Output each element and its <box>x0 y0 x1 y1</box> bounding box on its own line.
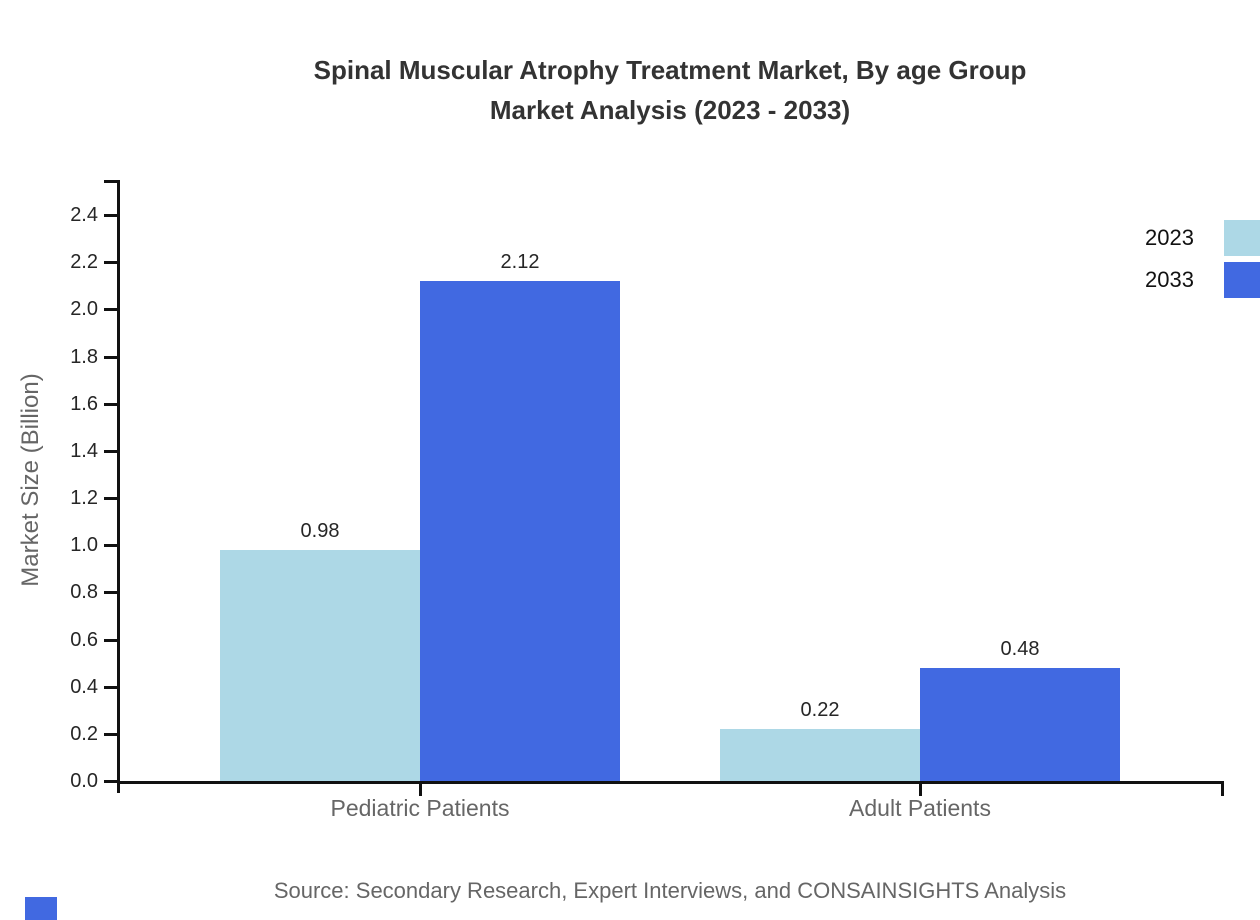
y-tick-mark <box>104 356 118 359</box>
bar <box>220 550 420 781</box>
y-tick-mark <box>104 450 118 453</box>
chart-title-line1: Spinal Muscular Atrophy Treatment Market… <box>313 55 1027 85</box>
legend-swatch <box>1224 262 1260 298</box>
legend-swatch <box>1224 220 1260 256</box>
y-tick-mark <box>104 639 118 642</box>
bar-value-label: 0.98 <box>300 520 340 542</box>
legend-row: 2033 <box>1145 262 1260 298</box>
legend-label: 2023 <box>1145 225 1194 250</box>
bar <box>920 668 1120 781</box>
source-note: Source: Secondary Research, Expert Inter… <box>273 878 1067 903</box>
x-axis-line <box>117 781 1224 784</box>
y-tick-label: 2.0 <box>70 298 98 320</box>
y-tick-label: 2.4 <box>70 204 98 226</box>
chart-title-line2: Market Analysis (2023 - 2033) <box>489 95 851 125</box>
x-axis-right-cap <box>1221 781 1224 796</box>
y-tick-mark <box>104 497 118 500</box>
y-tick-label: 1.8 <box>70 346 98 368</box>
y-tick-label: 1.0 <box>70 534 98 556</box>
y-tick-mark <box>104 308 118 311</box>
bar-value-label: 0.22 <box>800 699 840 721</box>
bar-value-label: 2.12 <box>500 251 540 273</box>
y-tick-label: 0.4 <box>70 676 98 698</box>
x-tick-mark <box>419 784 422 796</box>
watermark-square <box>25 897 57 920</box>
bar-value-label: 0.48 <box>1000 638 1040 660</box>
y-tick-mark <box>104 214 118 217</box>
y-axis-top-cap <box>104 180 118 183</box>
y-tick-mark <box>104 591 118 594</box>
legend-row: 2023 <box>1145 220 1260 256</box>
bar <box>720 729 920 781</box>
chart-title: Spinal Muscular Atrophy Treatment Market… <box>314 50 1027 130</box>
legend: 2023 2033 <box>1145 220 1260 304</box>
y-tick-mark <box>104 686 118 689</box>
y-tick-label: 1.6 <box>70 393 98 415</box>
y-tick-label: 0.8 <box>70 581 98 603</box>
y-tick-label: 0.2 <box>70 723 98 745</box>
x-category-label: Adult Patients <box>849 795 991 821</box>
y-tick-mark <box>104 544 118 547</box>
y-tick-label: 1.4 <box>70 440 98 462</box>
y-tick-mark <box>104 261 118 264</box>
x-tick-mark <box>919 784 922 796</box>
bar <box>420 281 620 781</box>
y-tick-mark <box>104 733 118 736</box>
y-tick-mark <box>104 403 118 406</box>
y-tick-label: 1.2 <box>70 487 98 509</box>
x-category-label: Pediatric Patients <box>330 795 510 821</box>
y-tick-mark <box>104 780 118 783</box>
y-tick-label: 2.2 <box>70 251 98 273</box>
y-tick-label: 0.6 <box>70 629 98 651</box>
y-tick-label: 0.0 <box>70 770 98 792</box>
legend-label: 2033 <box>1145 267 1194 292</box>
y-axis-line <box>117 180 120 793</box>
